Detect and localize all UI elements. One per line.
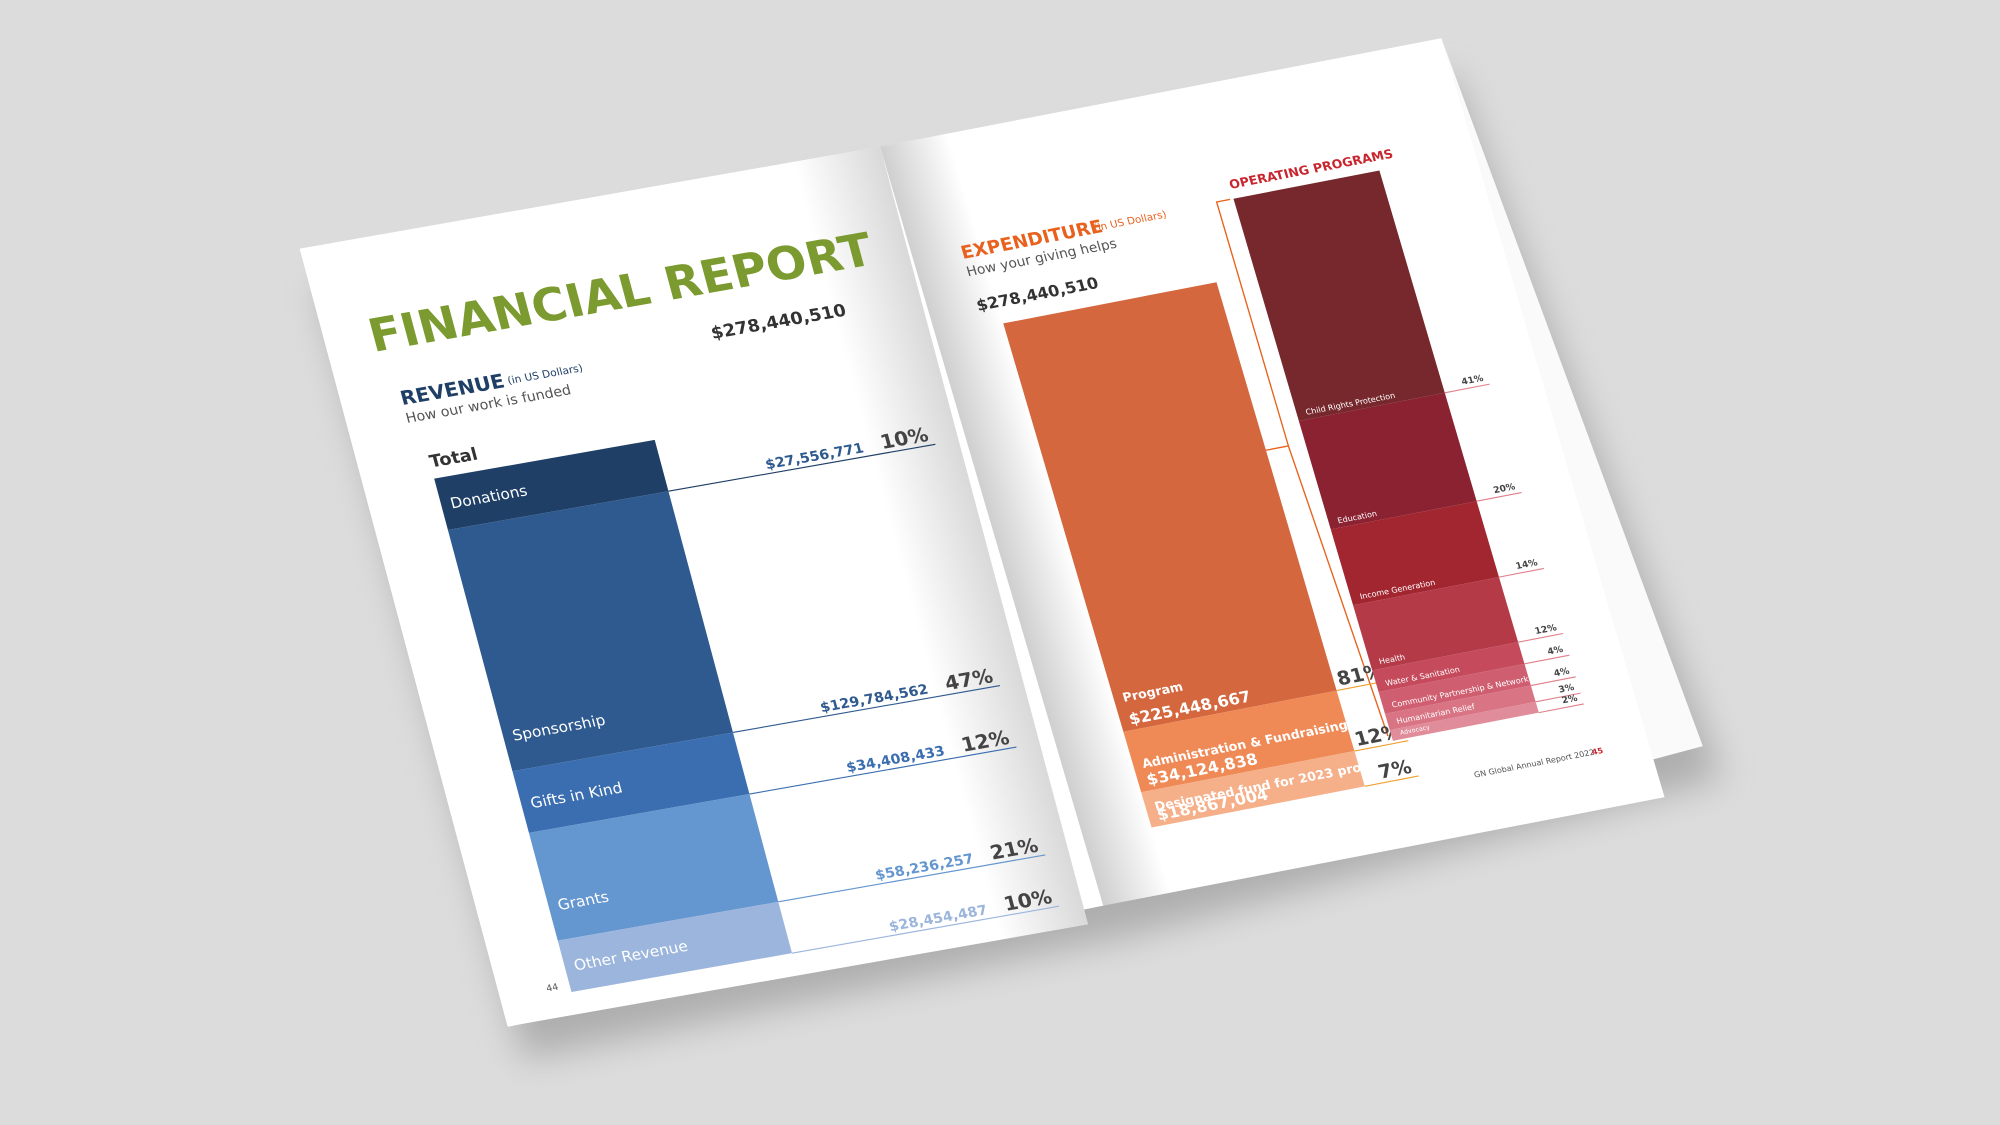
segment-share: 4%	[1553, 667, 1571, 679]
leader-line	[749, 746, 1017, 795]
leader-line	[668, 443, 936, 492]
bar-segment	[1003, 282, 1337, 732]
bar-segment	[447, 491, 733, 772]
right-page: EXPENDITURE (in US Dollars) How your giv…	[880, 38, 1665, 906]
bar-segment	[1330, 501, 1499, 606]
leader-line	[791, 905, 1060, 954]
leader-line	[1530, 676, 1576, 687]
segment-share: 20%	[1492, 482, 1516, 496]
bar-segment	[1353, 577, 1519, 671]
leader-line	[1476, 491, 1522, 502]
leader-line	[1364, 775, 1419, 787]
leader-line	[1535, 692, 1581, 703]
bar-segment	[1123, 690, 1355, 793]
leader-line	[732, 684, 1001, 734]
segment-share: 41%	[1460, 374, 1484, 388]
leader-line	[778, 854, 1046, 903]
left-page: FINANCIAL REPORT REVENUE (in US Dollars)…	[299, 146, 1089, 1027]
bar-segment	[1372, 642, 1525, 693]
connector	[1287, 445, 1389, 737]
bar-segment	[1378, 663, 1531, 714]
bar-segment	[528, 794, 779, 941]
page-number: 44	[545, 982, 560, 995]
bar-segment	[557, 901, 793, 992]
leader-line	[1444, 383, 1490, 394]
bar-segment	[1384, 685, 1536, 730]
leader-line	[1538, 703, 1584, 714]
leader-line	[1524, 654, 1570, 665]
bar-segment	[1141, 751, 1365, 828]
leader-line	[1517, 632, 1564, 643]
bar-segment	[512, 732, 750, 833]
segment-share: 3%	[1558, 683, 1576, 695]
bar-segment	[1389, 701, 1539, 741]
bar-segment	[434, 439, 669, 530]
segment-share: 12%	[1534, 623, 1558, 637]
leader-line	[1354, 740, 1409, 752]
bar-segment	[1298, 392, 1477, 530]
leader-line	[1498, 567, 1545, 578]
segment-share: 14%	[1515, 558, 1539, 572]
segment-share: 2%	[1561, 694, 1579, 706]
connector	[1215, 198, 1290, 451]
segment-share: 4%	[1546, 645, 1564, 657]
bar-segment	[1233, 170, 1445, 421]
page-number: 45	[1591, 746, 1604, 757]
